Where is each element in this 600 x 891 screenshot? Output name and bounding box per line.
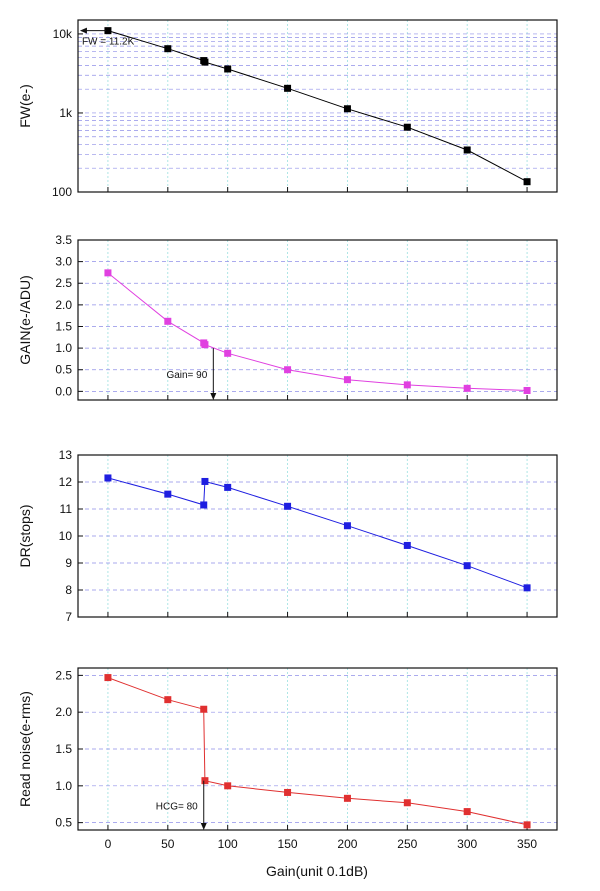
panel-frame [77,239,558,401]
series-line [107,30,528,183]
y-tick-label: 13 [59,448,73,462]
annotation-arrowhead [200,823,207,830]
y-tick-label: 0.0 [55,384,72,398]
data-point [403,541,411,549]
data-point [523,386,531,394]
data-point [403,381,411,389]
y-tick-label: 2.0 [55,298,72,312]
data-point [104,674,112,682]
data-point [201,58,209,66]
series-line [107,272,528,391]
x-tick-label: 100 [218,837,238,851]
data-point [463,146,471,154]
x-tick-label: 50 [161,837,175,851]
y-axis-title: GAIN(e-/ADU) [17,275,33,364]
data-point [463,808,471,816]
panel-2: 0.0 0.5 1.0 1.5 2.0 2.5 3.0 3.5 GAIN(e-/ADU) Gain… [17,233,558,401]
y-tick-label: 8 [65,583,72,597]
y-tick-label: 1k [59,106,73,120]
y-tick-label: 1.5 [55,742,72,756]
data-point [164,696,172,704]
data-point [343,794,351,802]
y-tick-label: 11 [60,502,73,516]
data-point [403,799,411,807]
y-tick-label: 1.0 [55,341,72,355]
y-tick-label: 0.5 [55,816,72,830]
panel-frame [77,19,558,193]
y-tick-label: 7 [65,610,72,624]
y-tick-label: 1.5 [55,319,72,333]
y-axis-title: Read noise(e-rms) [17,691,33,807]
data-point [164,490,172,498]
data-point [164,317,172,325]
x-tick-label: 300 [457,837,477,851]
y-tick-label: 10 [59,529,73,543]
data-point [104,269,112,277]
y-tick-label: 1.0 [55,779,72,793]
data-point [403,123,411,131]
data-point [201,477,209,485]
x-tick-label: 200 [337,837,357,851]
data-point [523,584,531,592]
data-point [164,45,172,53]
data-point [224,483,232,491]
data-point [523,178,531,186]
data-point [284,502,292,510]
y-tick-label: 2.5 [55,668,72,682]
data-point [343,376,351,384]
data-point [201,341,209,349]
x-tick-label: 350 [517,837,537,851]
annotation-arrowhead [79,27,87,34]
y-tick-label: 100 [52,185,72,199]
annotation-label: FW = 11.2K [82,37,135,48]
y-tick-label: 3.0 [55,255,72,269]
data-point [104,27,112,35]
data-point [224,65,232,73]
data-point [200,705,208,713]
data-point [343,105,351,113]
y-tick-label: 2.0 [55,705,72,719]
panel-4: 0.5 1.0 1.5 2.0 2.5 0 50 100 150 200 250 300 350 Read… [17,667,558,851]
annotation-arrowhead [210,393,217,400]
y-tick-label: 12 [59,475,73,489]
y-tick-label: 9 [65,556,72,570]
data-point [284,84,292,92]
series-line [107,477,528,589]
y-tick-label: 10k [53,27,73,41]
y-tick-label: 3.5 [55,233,72,247]
annotation-label: HCG= 80 [156,801,198,812]
data-point [523,821,531,829]
data-point [284,366,292,374]
y-axis-title: FW(e-) [17,84,33,128]
y-axis-title: DR(stops) [17,504,33,567]
x-tick-label: 150 [278,837,298,851]
y-tick-label: 0.5 [55,363,72,377]
annotation-label: Gain= 90 [166,370,207,381]
data-point [463,562,471,570]
data-point [104,474,112,482]
panel-1: 100 1k 10k FW(e-) FW = 11.2K [17,19,558,199]
data-point [224,782,232,790]
x-axis-title: Gain(unit 0.1dB) [266,863,368,879]
data-point [224,349,232,357]
data-point [463,384,471,392]
data-point [200,501,208,509]
x-tick-label: 250 [397,837,417,851]
data-point [201,777,209,785]
data-point [343,522,351,530]
panel-3: 7 8 9 10 11 12 13 DR(stops) [17,448,558,624]
series-line [107,677,528,826]
y-tick-label: 2.5 [55,276,72,290]
data-point [284,788,292,796]
x-tick-label: 0 [105,837,112,851]
